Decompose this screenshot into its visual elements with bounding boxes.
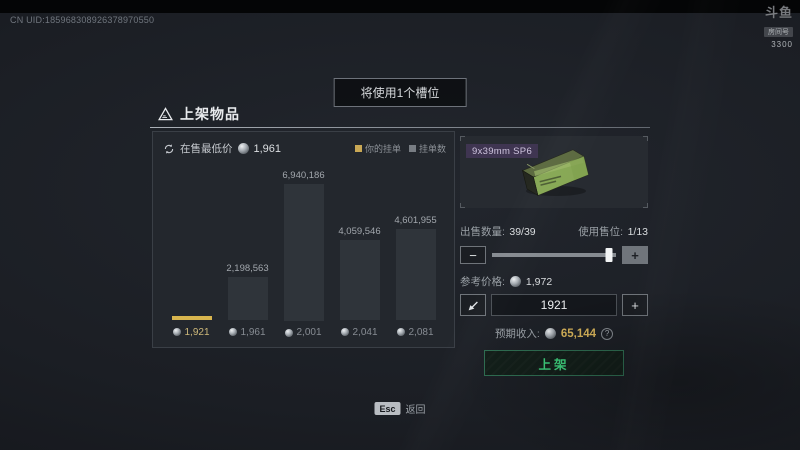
chart-bar xyxy=(339,240,380,320)
quantity-slider[interactable] xyxy=(492,247,616,263)
corner-tick xyxy=(643,136,648,141)
price-chart-card: 在售最低价 1,961 你的挂单 挂单数 1,921 2,198,563 1,961… xyxy=(152,131,455,348)
corner-tick xyxy=(460,136,465,141)
bar-value-label: 2,198,563 xyxy=(226,263,269,274)
chart-column: 1,921 xyxy=(165,170,218,339)
price-input-row: + xyxy=(460,294,648,316)
corner-tick xyxy=(643,203,648,208)
quantity-plus-button[interactable]: + xyxy=(622,246,648,264)
chart-column: 4,601,955 2,081 xyxy=(389,170,442,339)
chart-column: 4,059,546 2,041 xyxy=(333,170,386,339)
quantity-value: 39/39 xyxy=(509,226,536,238)
legend-label: 你的挂单 xyxy=(364,144,401,154)
quantity-minus-button[interactable]: − xyxy=(460,246,486,264)
chart-header: 在售最低价 1,961 你的挂单 挂单数 xyxy=(163,141,446,156)
footer-hint: Esc 返回 xyxy=(374,401,426,416)
slots-label: 使用售位: xyxy=(578,226,624,238)
legend-label: 挂单数 xyxy=(418,144,446,154)
panel-title: 上架物品 xyxy=(180,106,240,122)
x-axis-label: 1,961 xyxy=(229,325,266,339)
chart-column: 6,940,186 2,001 xyxy=(277,170,330,339)
coin-icon xyxy=(509,276,521,287)
reference-price-label: 参考价格: xyxy=(460,276,505,288)
legend-your-listing: 你的挂单 xyxy=(354,142,401,155)
x-axis-label: 1,921 xyxy=(173,325,210,339)
undercut-price-button[interactable] xyxy=(460,294,486,316)
coin-icon xyxy=(544,328,556,339)
chart-plot: 1,921 2,198,563 1,961 6,940,186 2,001 4,059,5… xyxy=(165,170,442,339)
chart-bar xyxy=(227,277,268,320)
lowest-price-value: 1,961 xyxy=(253,142,282,155)
chart-bar xyxy=(171,316,212,320)
legend-listing-count: 挂单数 xyxy=(408,142,446,155)
x-axis-label: 2,041 xyxy=(341,325,378,339)
chart-column: 2,198,563 1,961 xyxy=(221,170,274,339)
chart-legend: 你的挂单 挂单数 xyxy=(354,142,446,155)
bar-value-label: 4,059,546 xyxy=(338,226,381,237)
price-plus-button[interactable]: + xyxy=(622,294,648,316)
refresh-icon[interactable] xyxy=(163,143,175,155)
expected-income-label: 预期收入: xyxy=(494,328,540,340)
douyu-room-label: 房间号 xyxy=(764,27,793,37)
quantity-label: 出售数量: xyxy=(460,226,505,238)
coin-icon xyxy=(285,328,294,337)
bar-value-label: 6,940,186 xyxy=(282,170,325,181)
chart-bar xyxy=(283,184,324,321)
slider-handle[interactable] xyxy=(605,248,613,262)
lowest-price-label: 在售最低价 xyxy=(180,143,233,155)
x-axis-label: 2,081 xyxy=(397,325,434,339)
coin-icon xyxy=(173,328,182,336)
ammo-box-image xyxy=(508,145,600,201)
legend-swatch-yellow xyxy=(354,145,362,152)
coin-icon xyxy=(341,328,350,336)
coin-icon xyxy=(237,143,249,154)
coin-icon xyxy=(229,328,238,336)
top-black-bar xyxy=(0,0,800,13)
item-name-badge: 9x39mm SP6 xyxy=(466,144,539,158)
panel-title-row: 上架物品 xyxy=(158,104,240,124)
listing-panel: 上架物品 在售最低价 1,961 xyxy=(148,100,652,376)
help-icon[interactable]: ? xyxy=(601,327,614,340)
douyu-logo: 斗鱼 xyxy=(764,5,793,20)
douyu-room-number: 3300 xyxy=(771,40,793,49)
panel-underline xyxy=(150,127,650,128)
quantity-slider-row: − + xyxy=(460,246,648,264)
coin-icon xyxy=(397,328,406,336)
expected-income-value: 65,144 xyxy=(560,327,597,340)
bar-value-label: 4,601,955 xyxy=(394,215,437,226)
reference-price-row: 参考价格: 1,972 xyxy=(460,274,648,289)
esc-key-badge: Esc xyxy=(374,402,401,415)
delta-logo-icon xyxy=(158,107,173,121)
reference-price-value: 1,972 xyxy=(525,275,553,288)
chart-bar xyxy=(395,229,436,320)
slots-value: 1/13 xyxy=(627,226,648,238)
douyu-watermark: 斗鱼 房间号 3300 xyxy=(764,2,793,49)
corner-tick xyxy=(460,203,465,208)
x-axis-label: 2,001 xyxy=(285,326,322,339)
back-label: 返回 xyxy=(405,405,426,416)
slot-usage-notice: 将使用1个槽位 xyxy=(333,78,467,107)
price-input[interactable] xyxy=(491,294,617,316)
expected-income-row: 预期收入: 65,144 ? xyxy=(460,326,648,341)
legend-swatch-gray xyxy=(408,145,416,152)
quantity-row: 出售数量: 39/39 使用售位: 1/13 xyxy=(460,222,648,240)
sell-controls: 9x39mm SP6 xyxy=(460,136,648,376)
uid-text: CN UID:185968308926378970550 xyxy=(10,15,155,25)
item-preview: 9x39mm SP6 xyxy=(460,136,648,208)
list-item-button[interactable]: 上架 xyxy=(484,350,624,376)
